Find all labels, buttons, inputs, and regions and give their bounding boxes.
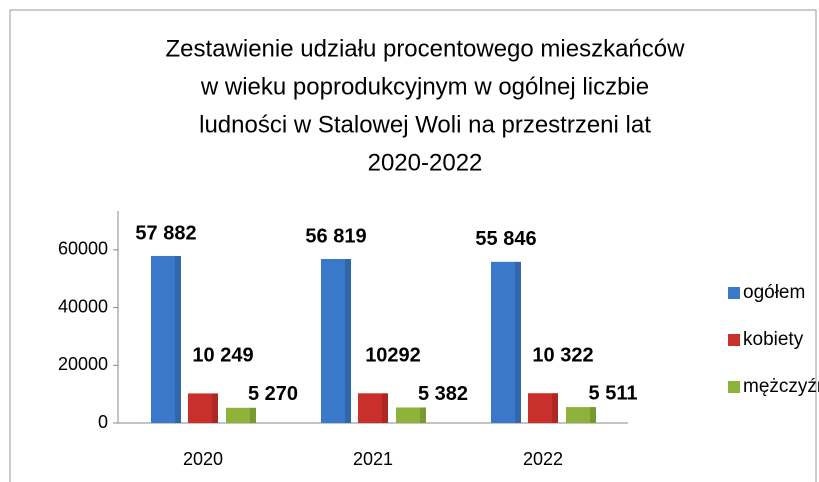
bar-shade xyxy=(515,261,521,423)
value-label: 55 846 xyxy=(475,228,536,250)
legend-swatch xyxy=(728,287,740,299)
bar xyxy=(566,407,596,423)
value-label: 5 270 xyxy=(248,383,298,405)
bar-shade xyxy=(382,393,388,423)
bar-shade xyxy=(175,255,181,423)
bar-shade xyxy=(212,393,218,423)
x-tick-label: 2022 xyxy=(523,449,563,469)
y-tick-label: 40000 xyxy=(58,296,108,316)
bar-shade xyxy=(345,259,351,423)
bar xyxy=(226,407,256,423)
value-label: 5 511 xyxy=(589,382,638,404)
bar xyxy=(528,393,558,423)
value-label: 10292 xyxy=(365,345,421,367)
x-tick-label: 2020 xyxy=(183,449,223,469)
bar xyxy=(188,393,218,423)
y-tick-label: 0 xyxy=(98,412,108,432)
value-label: 57 882 xyxy=(135,222,196,244)
chart-title: w wieku poprodukcyjnym w ogólnej liczbie xyxy=(200,73,649,100)
bar xyxy=(358,393,388,423)
bar-shade xyxy=(250,407,256,423)
x-tick-label: 2021 xyxy=(353,449,393,469)
legend-label: kobiety xyxy=(743,329,804,350)
value-label: 10 322 xyxy=(532,344,593,366)
legend-swatch xyxy=(728,381,740,393)
bar xyxy=(396,407,426,423)
y-tick-label: 60000 xyxy=(58,239,108,259)
chart-title: Zestawienie udziału procentowego mieszka… xyxy=(166,35,686,62)
legend-label: mężczyźni xyxy=(743,376,819,397)
chart-frame xyxy=(9,9,817,482)
chart-title: ludności w Stalowej Woli na przestrzeni … xyxy=(199,111,651,138)
value-label: 5 382 xyxy=(418,383,468,405)
legend-label: ogółem xyxy=(743,282,805,303)
y-tick-label: 20000 xyxy=(58,354,108,374)
bar xyxy=(321,259,351,423)
value-label: 56 819 xyxy=(305,225,366,247)
bar-shade xyxy=(420,407,426,423)
bar-shade xyxy=(590,407,596,423)
value-label: 10 249 xyxy=(192,345,253,367)
bar xyxy=(491,261,521,423)
chart-title: 2020-2022 xyxy=(368,149,483,176)
legend-swatch xyxy=(728,334,740,346)
bar xyxy=(151,255,181,423)
bar-shade xyxy=(552,393,558,423)
